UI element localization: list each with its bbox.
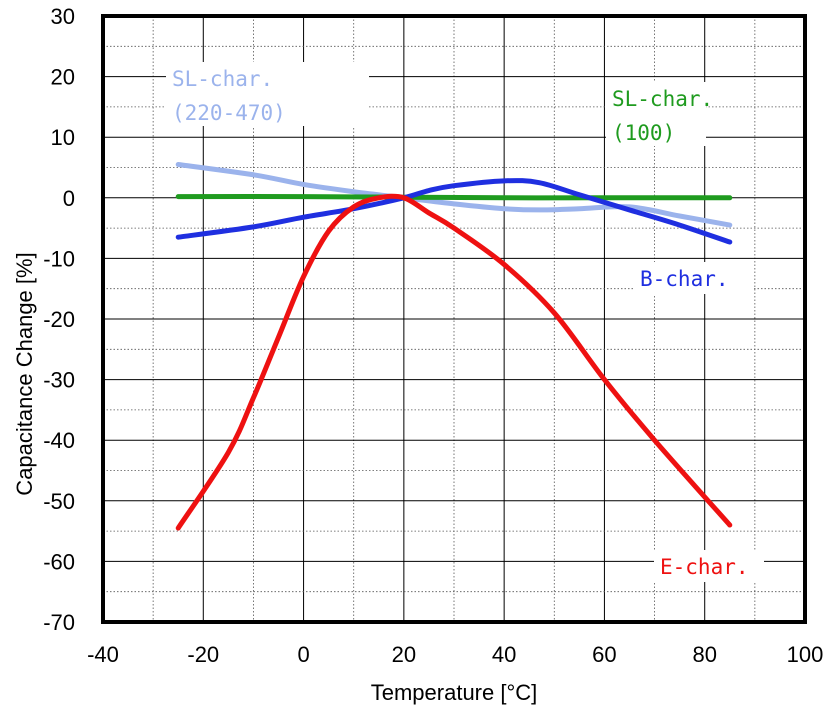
series-line-b-char — [175, 178, 733, 245]
series-label-text: (220-470) — [172, 101, 286, 125]
x-tick-label: 0 — [297, 642, 309, 667]
y-tick-label: -50 — [43, 489, 75, 514]
y-tick-label: 0 — [63, 186, 75, 211]
series-label-sl-char-100: SL-char. (100) — [606, 82, 713, 146]
x-tick-label: 20 — [392, 642, 416, 667]
series-label-text: (100) — [612, 121, 675, 145]
series-label-b-char: B-char. — [634, 262, 752, 294]
x-tick-label: -40 — [87, 642, 119, 667]
y-tick-label: -20 — [43, 307, 75, 332]
tick-labels: -40 -20 0 20 40 60 80 1003020100-10-20-30-40-50… — [43, 4, 823, 667]
series-label-text: B-char. — [640, 267, 729, 291]
plot-frame — [101, 14, 807, 624]
x-tick-label: 40 — [492, 642, 516, 667]
x-axis-label: Temperature [°C] — [371, 680, 538, 705]
series-label-text: SL-char. — [172, 67, 273, 91]
x-tick-label: -20 — [187, 642, 219, 667]
series-label-sl-char-220-470: SL-char. (220-470) — [166, 62, 369, 126]
y-tick-label: -40 — [43, 428, 75, 453]
y-axis-label: Capacitance Change [%] — [12, 252, 37, 495]
y-tick-label: 30 — [51, 4, 75, 29]
series-line-sl-char-220-470 — [175, 161, 733, 228]
series-label-background — [606, 82, 706, 146]
x-tick-label: 60 — [592, 642, 616, 667]
y-tick-label: -70 — [43, 610, 75, 635]
series-label-background — [634, 262, 752, 294]
y-tick-label: -60 — [43, 549, 75, 574]
series-label-text: E-char. — [660, 555, 749, 579]
x-tick-label: 100 — [787, 642, 824, 667]
y-tick-label: 20 — [51, 65, 75, 90]
series-labels: SL-char. (220-470) SL-char. (100) B-char. E-c… — [166, 62, 764, 582]
y-tick-label: 10 — [51, 125, 75, 150]
y-tick-label: -30 — [43, 368, 75, 393]
series-line-sl-char-100 — [175, 194, 733, 201]
series-label-text: SL-char. — [612, 87, 713, 111]
series-lines — [175, 161, 733, 531]
series-label-e-char: E-char. — [654, 550, 764, 582]
x-tick-label: 80 — [692, 642, 716, 667]
series-label-background — [654, 550, 764, 582]
series-line-e-char — [175, 193, 733, 531]
y-tick-label: -10 — [43, 246, 75, 271]
series-label-background — [166, 62, 369, 126]
